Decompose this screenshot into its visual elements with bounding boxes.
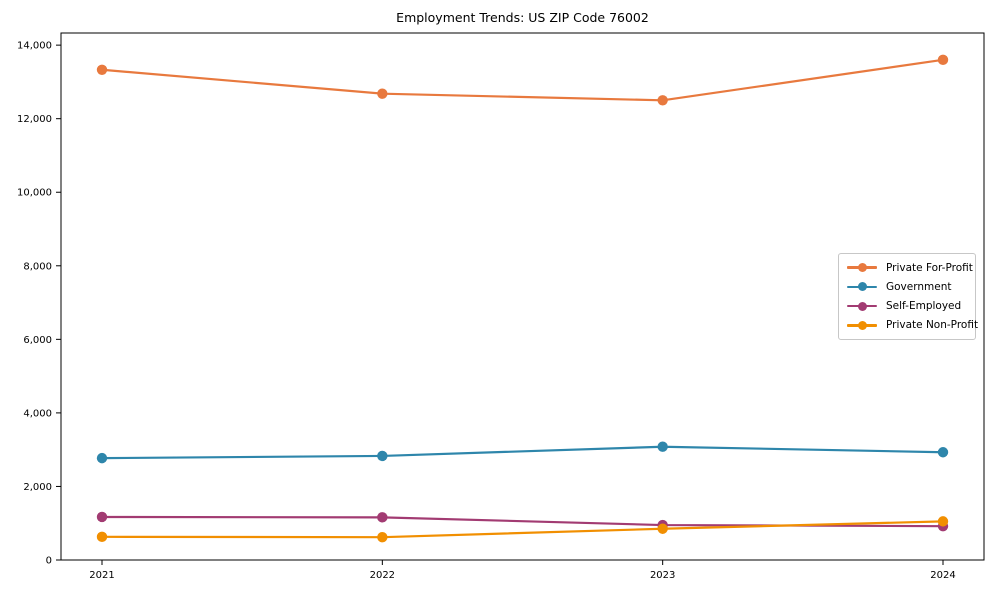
series-line bbox=[100, 58, 945, 102]
legend-item: Government bbox=[847, 278, 967, 296]
data-point bbox=[937, 447, 949, 458]
data-point bbox=[96, 452, 108, 464]
data-point bbox=[657, 441, 668, 452]
legend-dot-icon bbox=[857, 282, 867, 292]
legend-item: Private For-Profit bbox=[847, 259, 973, 277]
legend-marker-icon bbox=[847, 301, 877, 311]
legend-label: Government bbox=[886, 280, 952, 293]
legend-dot-icon bbox=[857, 301, 867, 311]
legend-dot-icon bbox=[857, 320, 867, 330]
legend-label: Private For-Profit bbox=[886, 261, 973, 274]
legend-label: Private Non-Profit bbox=[886, 319, 979, 332]
data-point bbox=[377, 531, 388, 543]
legend-marker-icon bbox=[847, 282, 877, 292]
series-line bbox=[100, 445, 945, 460]
y-tick-label: 4,000 bbox=[23, 408, 52, 419]
chart-title: Employment Trends: US ZIP Code 76002 bbox=[396, 10, 649, 25]
data-point bbox=[937, 516, 949, 527]
legend: Private For-Profit Government Self-Employe… bbox=[838, 253, 978, 340]
data-point bbox=[96, 511, 108, 523]
legend-item: Self-Employed bbox=[847, 297, 967, 315]
legend-label: Self-Employed bbox=[886, 300, 962, 313]
series-line bbox=[100, 520, 945, 539]
legend-item: Private Non-Profit bbox=[847, 316, 978, 334]
y-tick-label: 0 bbox=[46, 556, 52, 567]
y-tick-label: 10,000 bbox=[17, 188, 52, 199]
data-point bbox=[657, 523, 668, 534]
y-tick-label: 2,000 bbox=[23, 482, 52, 493]
x-tick-label: 2023 bbox=[650, 570, 675, 581]
data-point bbox=[377, 512, 388, 523]
x-tick-label: 2021 bbox=[89, 570, 114, 581]
legend-marker-icon bbox=[847, 320, 877, 330]
data-point bbox=[96, 64, 108, 75]
plot-area bbox=[60, 32, 985, 561]
data-point bbox=[937, 54, 949, 66]
x-tick-label: 2024 bbox=[930, 570, 955, 581]
data-point bbox=[377, 450, 388, 462]
data-point bbox=[377, 88, 388, 99]
data-point bbox=[657, 95, 668, 106]
x-tick-label: 2022 bbox=[370, 570, 395, 581]
legend-marker-icon bbox=[847, 263, 877, 273]
legend-dot-icon bbox=[857, 263, 867, 273]
y-tick-label: 8,000 bbox=[23, 261, 52, 272]
y-tick-label: 12,000 bbox=[17, 114, 52, 125]
y-tick-label: 14,000 bbox=[17, 41, 52, 52]
data-point bbox=[96, 531, 108, 543]
y-tick-label: 6,000 bbox=[23, 335, 52, 346]
